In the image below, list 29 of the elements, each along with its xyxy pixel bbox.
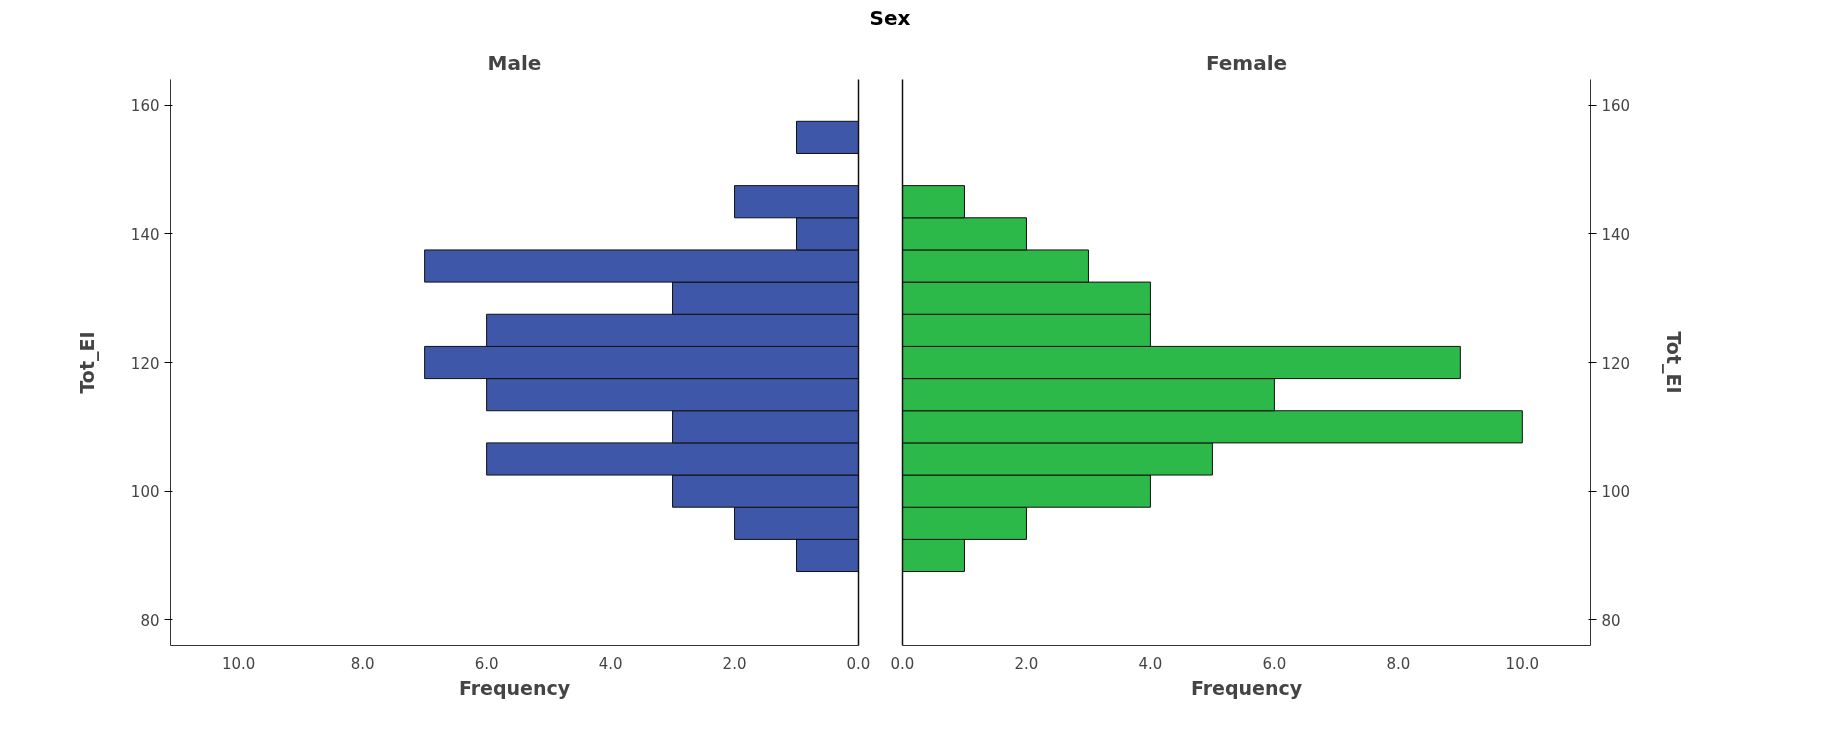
text: Sex [869,5,911,32]
x-tick-label: 0.0 [890,654,915,673]
y-tick-label: 140 [1601,225,1631,244]
x-tick-label: 4.0 [1138,654,1163,673]
x-tick-label: 6.0 [1262,654,1287,673]
x-tick-label: 10.0 [1505,654,1540,673]
y-tick-label: 100 [1601,483,1631,502]
y-tick-label: 160 [1601,97,1631,116]
y-tick-label: 80 [1601,611,1621,630]
x-tick-label: 8.0 [1386,654,1411,673]
y-tick-label: 120 [130,354,160,373]
y-axis-title: Tot_EI [75,331,99,394]
x-tick-label: 10.0 [221,654,256,673]
y-tick-label: 100 [130,483,160,502]
x-tick-label: 2.0 [1014,654,1039,673]
x-tick-label: 2.0 [722,654,747,673]
chart-title: Male [487,50,542,75]
x-tick-label: 0.0 [846,654,871,673]
y-tick-label: 140 [130,225,160,244]
y-tick-label: 160 [130,97,160,116]
y-axis-title: Tot_EI [1662,331,1686,394]
y-tick-label: 80 [140,611,160,630]
x-tick-label: 6.0 [474,654,499,673]
x-tick-label: 4.0 [598,654,623,673]
y-tick-label: 120 [1601,354,1631,373]
chart-title: Female [1205,50,1288,75]
x-axis-title: Frequency [458,676,571,699]
x-axis-title: Frequency [1190,676,1303,699]
x-tick-label: 8.0 [350,654,375,673]
